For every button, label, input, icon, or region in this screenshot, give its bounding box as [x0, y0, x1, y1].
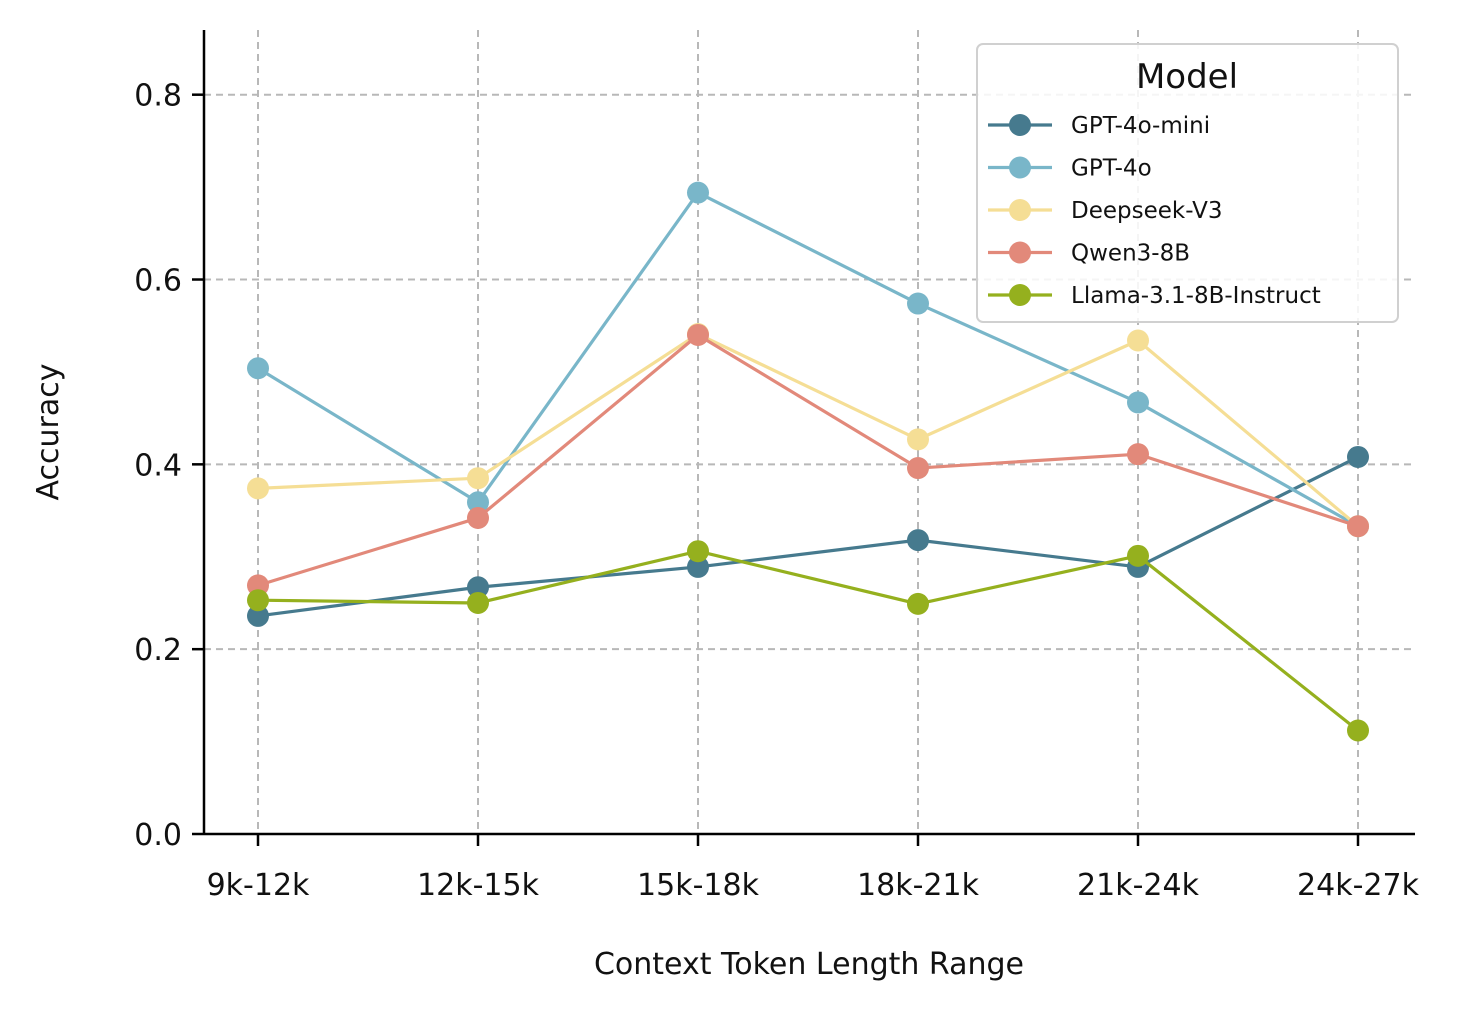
data-point-gpt-4o-mini — [247, 604, 269, 627]
x-tick-label: 18k-21k — [857, 868, 980, 903]
legend-item-gpt-4o-mini: GPT-4o-mini — [988, 113, 1210, 139]
ticks: 9k-12k 12k-15k 15k-18k 18k-21k 21k-24k 24k-27… — [134, 79, 1419, 903]
data-point-gpt-4o-mini — [687, 555, 709, 578]
y-axis-title: Accuracy — [31, 364, 66, 501]
series-line-gpt-4o-mini — [257, 455, 1359, 618]
legend-marker-gpt-4o — [1009, 156, 1031, 179]
legend-marker-gpt-4o-mini — [1009, 114, 1031, 136]
x-tick-label: 15k-18k — [637, 868, 760, 903]
y-tick-label: 0.8 — [134, 79, 182, 114]
data-point-deepseek-v3 — [1127, 329, 1149, 352]
series-llama-3-1-8b-instruct — [247, 540, 1369, 742]
x-tick-label: 9k-12k — [207, 868, 310, 903]
legend-box — [976, 43, 1399, 323]
legend-label-deepseek-v3: Deepseek-V3 — [1071, 198, 1223, 224]
legend-title: Model — [1136, 57, 1238, 97]
legend-marker-llama-3-1-8b-instruct — [1009, 284, 1031, 306]
data-point-llama-3-1-8b-instruct — [467, 591, 489, 614]
x-axis-title: Context Token Length Range — [594, 947, 1024, 982]
legend-item-qwen3-8b: Qwen3-8B — [988, 241, 1190, 267]
data-point-gpt-4o-mini — [907, 529, 929, 552]
y-tick-label: 0.4 — [134, 448, 182, 483]
data-point-llama-3-1-8b-instruct — [247, 589, 269, 612]
legend-item-gpt-4o: GPT-4o — [988, 156, 1152, 182]
data-point-gpt-4o — [247, 357, 269, 380]
series-line-llama-3-1-8b-instruct — [257, 549, 1359, 732]
series-line-qwen3-8b — [257, 333, 1359, 587]
series-deepseek-v3 — [247, 323, 1369, 538]
legend-marker-deepseek-v3 — [1009, 199, 1031, 221]
y-tick-label: 0.6 — [134, 264, 182, 299]
data-point-qwen3-8b — [687, 323, 709, 346]
legend-label-gpt-4o-mini: GPT-4o-mini — [1071, 113, 1210, 139]
data-point-deepseek-v3 — [247, 477, 269, 500]
data-point-llama-3-1-8b-instruct — [1127, 544, 1149, 567]
x-tick-label: 24k-27k — [1297, 868, 1420, 903]
data-point-gpt-4o — [907, 292, 929, 315]
legend-label-gpt-4o: GPT-4o — [1071, 156, 1152, 182]
legend-item-deepseek-v3: Deepseek-V3 — [988, 198, 1223, 224]
series — [247, 181, 1369, 742]
x-tick-label: 21k-24k — [1077, 868, 1200, 903]
data-point-gpt-4o — [1127, 391, 1149, 414]
data-point-qwen3-8b — [907, 457, 929, 480]
data-point-gpt-4o — [687, 181, 709, 204]
legend: Model GPT-4o-mini GPT-4o Deepseek-V3 Qwen3-… — [976, 43, 1399, 323]
data-point-deepseek-v3 — [467, 467, 489, 490]
legend-items: GPT-4o-mini GPT-4o Deepseek-V3 Qwen3-8B Llam… — [988, 113, 1321, 309]
legend-label-llama-3-1-8b-instruct: Llama-3.1-8B-Instruct — [1071, 283, 1321, 309]
legend-item-llama-3-1-8b-instruct: Llama-3.1-8B-Instruct — [988, 283, 1321, 309]
data-point-llama-3-1-8b-instruct — [907, 592, 929, 615]
y-tick-label: 0.2 — [134, 633, 182, 668]
data-point-deepseek-v3 — [907, 428, 929, 451]
series-qwen3-8b — [247, 323, 1369, 597]
data-point-llama-3-1-8b-instruct — [687, 540, 709, 563]
data-point-qwen3-8b — [467, 506, 489, 529]
legend-label-qwen3-8b: Qwen3-8B — [1071, 241, 1190, 267]
data-point-qwen3-8b — [1347, 515, 1369, 538]
x-tick-label: 12k-15k — [417, 868, 540, 903]
series-line-deepseek-v3 — [257, 332, 1360, 528]
data-point-qwen3-8b — [1127, 443, 1149, 466]
data-point-llama-3-1-8b-instruct — [1347, 719, 1369, 742]
data-point-gpt-4o-mini — [1347, 445, 1369, 468]
axes — [202, 30, 1415, 836]
legend-marker-qwen3-8b — [1009, 241, 1031, 264]
data-point-gpt-4o — [467, 491, 489, 514]
y-tick-label: 0.0 — [134, 818, 182, 853]
data-point-gpt-4o-mini — [467, 576, 489, 599]
